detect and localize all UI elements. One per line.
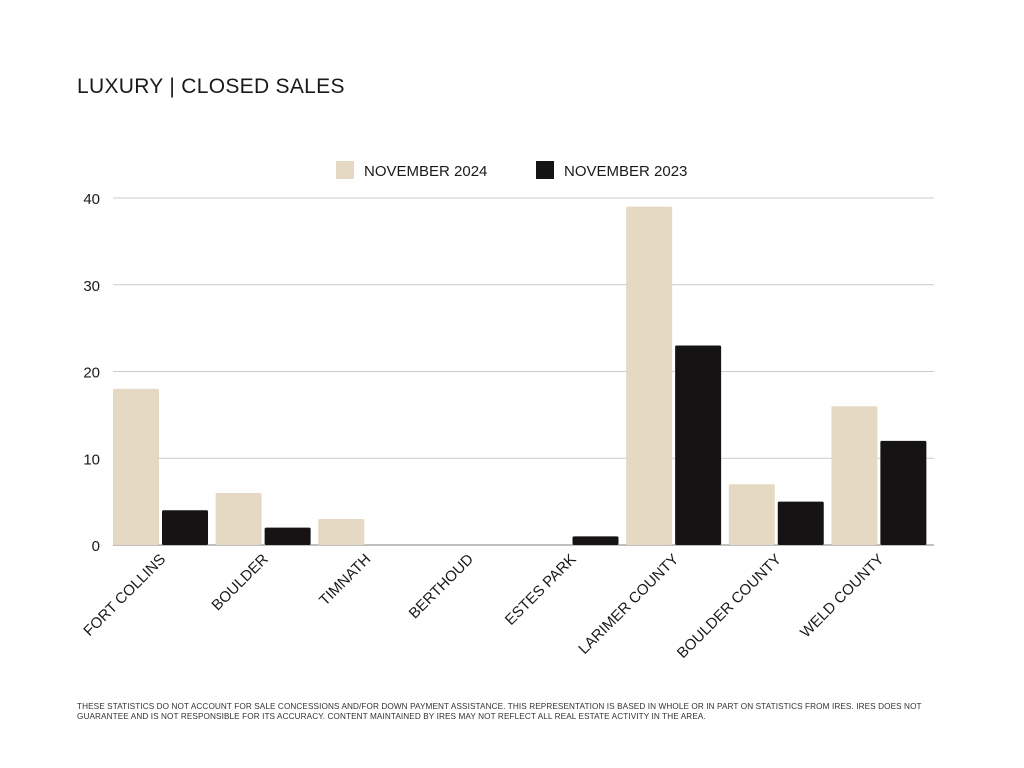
bar-november-2024 <box>831 406 878 545</box>
x-tick-label: FORT COLLINS <box>80 551 169 640</box>
y-tick-label: 10 <box>83 451 100 468</box>
y-tick-label: 30 <box>83 278 100 295</box>
x-tick-label: WELD COUNTY <box>797 551 887 641</box>
bar-november-2023 <box>162 510 208 545</box>
legend-label: NOVEMBER 2023 <box>564 163 687 180</box>
x-tick-label: BOULDER <box>208 551 271 614</box>
y-tick-label: 0 <box>92 538 100 555</box>
chart-title: LUXURY | CLOSED SALES <box>77 75 345 98</box>
legend-label: NOVEMBER 2024 <box>364 163 487 180</box>
bar-november-2024 <box>113 388 159 545</box>
y-tick-label: 40 <box>83 191 100 208</box>
x-tick-label: ESTES PARK <box>502 551 580 629</box>
bar-november-2023 <box>777 501 824 545</box>
bar-chart: 0 10 20 30 40 FORT COLLINS BOULDER TIMNATH BERT… <box>80 161 934 662</box>
legend-swatch <box>336 161 354 179</box>
x-tick-label: TIMNATH <box>316 551 374 609</box>
x-tick-label: LARIMER COUNTY <box>575 551 682 658</box>
bar-november-2023 <box>675 345 722 545</box>
legend-swatch <box>536 161 554 179</box>
bar-november-2024 <box>728 484 775 545</box>
y-axis-tick-labels: 0 10 20 30 40 <box>83 191 100 555</box>
bar-november-2024 <box>318 518 365 545</box>
y-tick-label: 20 <box>83 365 100 382</box>
x-axis-tick-labels: FORT COLLINS BOULDER TIMNATH BERTHOUD ESTES … <box>80 551 887 662</box>
bar-november-2024 <box>215 492 262 545</box>
bar-november-2024 <box>626 206 673 546</box>
legend: NOVEMBER 2024 NOVEMBER 2023 <box>336 161 687 180</box>
bar-november-2023 <box>880 440 927 545</box>
x-tick-label: BOULDER COUNTY <box>674 551 785 662</box>
x-tick-label: BERTHOUD <box>406 551 477 622</box>
bar-november-2023 <box>264 527 311 545</box>
disclaimer-footnote: THESE STATISTICS DO NOT ACCOUNT FOR SALE… <box>77 702 922 721</box>
bar-series <box>113 206 927 546</box>
bar-november-2023 <box>572 536 619 545</box>
